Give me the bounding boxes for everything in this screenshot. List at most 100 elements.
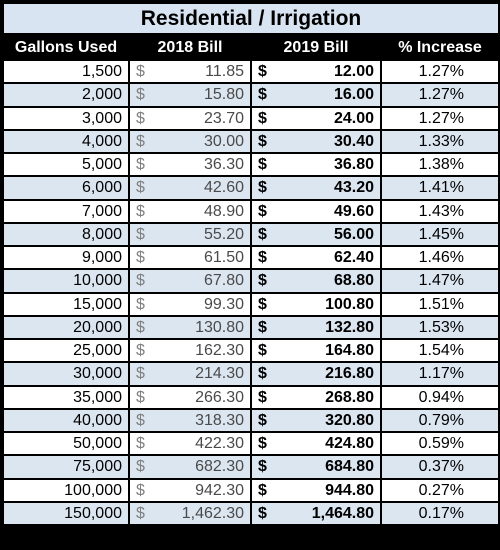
increase-cell: 1.54%: [382, 340, 498, 362]
currency-symbol: $: [136, 365, 145, 383]
bill-2019-cell: $268.80: [252, 386, 380, 408]
currency-symbol: $: [258, 86, 267, 104]
gallons-cell: 150,000: [4, 502, 128, 524]
bill-2019-value: 1,464.80: [311, 504, 374, 522]
bill-2018-value: 11.85: [205, 63, 244, 80]
table-row: 2,000 $15.80 $16.00 1.27%: [4, 84, 498, 107]
gallons-cell: 5,000: [4, 154, 128, 176]
table-row: 40,000 $318.30 $320.80 0.79%: [4, 409, 498, 433]
bill-2019-value: 216.80: [325, 365, 374, 383]
bill-2018-value: 942.30: [195, 481, 244, 499]
gallons-cell: 75,000: [4, 456, 128, 478]
currency-symbol: $: [136, 318, 145, 336]
bill-2018-cell: $67.80: [130, 270, 250, 292]
increase-cell: 1.53%: [382, 316, 498, 338]
currency-symbol: $: [258, 318, 267, 336]
increase-cell: 1.27%: [382, 61, 498, 83]
table-row: 1,500 $11.85 $12.00 1.27%: [4, 61, 498, 84]
currency-symbol: $: [136, 202, 145, 220]
increase-value: 1.41%: [418, 179, 464, 197]
increase-value: 1.46%: [418, 249, 464, 266]
gallons-value: 150,000: [64, 504, 122, 522]
bill-2018-value: 682.30: [195, 458, 244, 476]
gallons-cell: 3,000: [4, 107, 128, 129]
bill-2019-value: 320.80: [325, 411, 374, 429]
increase-cell: 1.43%: [382, 200, 498, 222]
bill-2019-value: 56.00: [333, 225, 374, 243]
gallons-value: 5,000: [81, 156, 122, 173]
bill-2018-cell: $942.30: [130, 479, 250, 501]
table-row: 150,000 $1,462.30 $1,464.80 0.17%: [4, 502, 498, 526]
bill-2018-cell: $162.30: [130, 340, 250, 362]
bill-2018-value: 1,462.30: [181, 504, 244, 522]
gallons-value: 35,000: [73, 388, 122, 406]
gallons-value: 15,000: [73, 295, 122, 313]
bill-2019-cell: $320.80: [252, 409, 380, 431]
bill-2019-cell: $68.80: [252, 270, 380, 292]
increase-cell: 0.17%: [382, 502, 498, 524]
increase-cell: 0.59%: [382, 433, 498, 455]
bill-2019-cell: $1,464.80: [252, 502, 380, 524]
currency-symbol: $: [258, 504, 267, 522]
currency-symbol: $: [258, 272, 267, 290]
gallons-cell: 1,500: [4, 61, 128, 83]
gallons-value: 75,000: [73, 458, 122, 476]
bill-2018-value: 36.30: [203, 156, 244, 173]
bill-2019-value: 24.00: [333, 109, 374, 127]
currency-symbol: $: [258, 202, 267, 220]
increase-cell: 1.38%: [382, 154, 498, 176]
gallons-value: 40,000: [73, 411, 122, 429]
gallons-value: 3,000: [81, 109, 122, 127]
bill-2018-value: 42.60: [203, 179, 244, 197]
header-percent-increase: % Increase: [398, 39, 482, 56]
bill-2019-cell: $164.80: [252, 340, 380, 362]
header-2018-bill: 2018 Bill: [157, 39, 223, 56]
gallons-value: 30,000: [73, 365, 122, 383]
bill-2018-cell: $214.30: [130, 363, 250, 385]
increase-value: 1.33%: [418, 132, 464, 150]
table-row: 6,000 $42.60 $43.20 1.41%: [4, 177, 498, 200]
gallons-value: 2,000: [81, 86, 122, 104]
currency-symbol: $: [258, 458, 267, 476]
increase-value: 0.27%: [418, 481, 464, 499]
bill-2018-cell: $99.30: [130, 293, 250, 315]
bill-2019-value: 36.80: [333, 156, 374, 173]
gallons-cell: 6,000: [4, 177, 128, 199]
bill-2019-cell: $56.00: [252, 223, 380, 245]
currency-symbol: $: [258, 481, 267, 499]
table-row: 20,000 $130.80 $132.80 1.53%: [4, 316, 498, 340]
bill-2019-value: 30.40: [333, 132, 374, 150]
bill-2019-cell: $30.40: [252, 130, 380, 152]
bill-2018-value: 162.30: [195, 342, 244, 359]
gallons-cell: 7,000: [4, 200, 128, 222]
increase-value: 0.94%: [418, 388, 464, 406]
currency-symbol: $: [258, 156, 267, 173]
gallons-cell: 2,000: [4, 84, 128, 106]
table-row: 75,000 $682.30 $684.80 0.37%: [4, 456, 498, 479]
bill-2019-value: 944.80: [325, 481, 374, 499]
gallons-cell: 30,000: [4, 363, 128, 385]
table-row: 8,000 $55.20 $56.00 1.45%: [4, 223, 498, 247]
gallons-cell: 25,000: [4, 340, 128, 362]
currency-symbol: $: [136, 458, 145, 476]
currency-symbol: $: [136, 109, 145, 127]
gallons-cell: 4,000: [4, 130, 128, 152]
currency-symbol: $: [136, 179, 145, 197]
gallons-value: 7,000: [81, 202, 122, 220]
bill-2019-cell: $424.80: [252, 433, 380, 455]
currency-symbol: $: [136, 86, 145, 104]
bill-2018-cell: $130.80: [130, 316, 250, 338]
increase-cell: 1.33%: [382, 130, 498, 152]
bill-2019-value: 12.00: [333, 63, 374, 80]
bill-2018-cell: $11.85: [130, 61, 250, 83]
currency-symbol: $: [258, 63, 267, 80]
increase-cell: 1.46%: [382, 247, 498, 269]
bill-2019-value: 43.20: [333, 179, 374, 197]
bill-2019-cell: $216.80: [252, 363, 380, 385]
increase-value: 0.79%: [418, 411, 464, 429]
bill-2019-value: 62.40: [333, 249, 374, 266]
bill-2018-cell: $318.30: [130, 409, 250, 431]
bill-2018-cell: $30.00: [130, 130, 250, 152]
currency-symbol: $: [136, 63, 145, 80]
increase-value: 1.27%: [418, 63, 464, 80]
